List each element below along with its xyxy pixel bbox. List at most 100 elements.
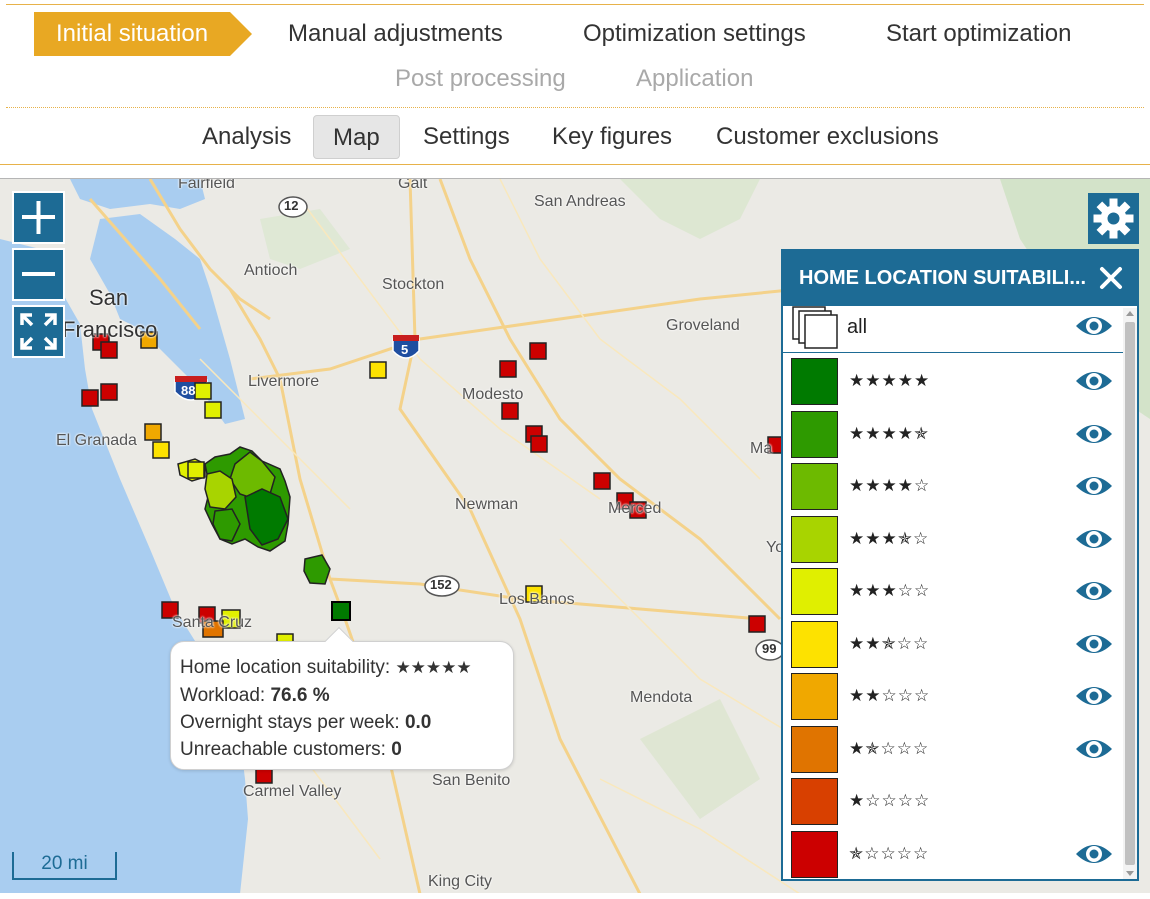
eye-icon[interactable] bbox=[1074, 630, 1114, 658]
map-label-fairfield: Fairfield bbox=[178, 178, 235, 192]
close-icon[interactable] bbox=[1097, 264, 1125, 292]
route-880-label: 88 bbox=[181, 383, 196, 398]
plus-icon bbox=[22, 201, 55, 234]
step-manual-adjustments[interactable]: Manual adjustments bbox=[288, 20, 503, 47]
map-label-ma: Ma bbox=[750, 440, 773, 457]
legend-stars: ★★★★★ bbox=[849, 371, 931, 391]
eye-icon[interactable] bbox=[1074, 735, 1114, 763]
steps-divider bbox=[6, 107, 1144, 108]
legend-row[interactable]: ★★☆☆☆ bbox=[783, 670, 1123, 722]
tab-customer-exclusions[interactable]: Customer exclusions bbox=[716, 123, 939, 150]
eye-icon[interactable] bbox=[1074, 367, 1114, 395]
workflow-steps: Initial situation Manual adjustments Opt… bbox=[0, 12, 1150, 102]
legend-all-row[interactable]: all bbox=[783, 306, 1123, 353]
step-post-processing: Post processing bbox=[395, 65, 566, 92]
map-label-antioch: Antioch bbox=[244, 262, 298, 279]
tooltip-overnight-row: Overnight stays per week: 0.0 bbox=[180, 709, 504, 736]
location-tooltip: Home location suitability: ★★★★★ Workloa… bbox=[170, 626, 514, 770]
legend-row[interactable]: ★✯☆☆☆ bbox=[783, 723, 1123, 775]
active-step-background bbox=[34, 12, 252, 56]
map-label-galt: Galt bbox=[398, 178, 428, 192]
map-label-san-andreas: San Andreas bbox=[534, 193, 626, 210]
map-settings-button[interactable] bbox=[1088, 193, 1139, 244]
route-5-shield bbox=[392, 335, 420, 359]
legend-row[interactable]: ★☆☆☆☆ bbox=[783, 775, 1123, 827]
eye-icon[interactable] bbox=[1074, 420, 1114, 448]
zoom-in-button[interactable] bbox=[12, 191, 65, 244]
zoom-out-button[interactable] bbox=[12, 248, 65, 301]
map-label-newman: Newman bbox=[455, 496, 519, 513]
route-152-shield bbox=[424, 575, 460, 597]
legend-stars: ★★☆☆☆ bbox=[849, 686, 931, 706]
legend-color-swatch bbox=[791, 568, 838, 615]
fullscreen-icon bbox=[20, 313, 57, 350]
territory-cluster bbox=[177, 446, 331, 585]
tooltip-suitability-label: Home location suitability: bbox=[180, 657, 391, 678]
step-application: Application bbox=[636, 65, 754, 92]
eye-icon[interactable] bbox=[1074, 472, 1114, 500]
map-label-san: San bbox=[89, 285, 129, 310]
map-base bbox=[0, 179, 1150, 893]
step-optimization-settings[interactable]: Optimization settings bbox=[583, 20, 806, 47]
tooltip-unreachable-row: Unreachable customers: 0 bbox=[180, 736, 504, 763]
park-area-2 bbox=[640, 699, 760, 819]
map-label-stockton: Stockton bbox=[382, 276, 445, 293]
tab-settings[interactable]: Settings bbox=[423, 123, 510, 150]
tooltip-unreachable-value: 0 bbox=[391, 739, 402, 760]
eye-icon[interactable] bbox=[1074, 525, 1114, 553]
top-border bbox=[6, 4, 1144, 5]
map-label-livermore: Livermore bbox=[248, 373, 320, 390]
tab-map[interactable]: Map bbox=[313, 115, 400, 159]
tab-analysis[interactable]: Analysis bbox=[202, 123, 292, 150]
minus-icon bbox=[22, 272, 55, 276]
legend-stars: ★★★★✯ bbox=[849, 423, 930, 444]
step-start-optimization[interactable]: Start optimization bbox=[886, 20, 1072, 47]
legend-stars: ★★★★☆ bbox=[849, 476, 931, 496]
map-label-el-granada: El Granada bbox=[56, 432, 137, 449]
legend-row[interactable]: ★★★★☆ bbox=[783, 460, 1123, 512]
legend-stars: ✯☆☆☆☆ bbox=[849, 843, 930, 864]
legend-color-swatch bbox=[791, 463, 838, 510]
legend-scrollbar[interactable] bbox=[1123, 308, 1137, 879]
highway-152 bbox=[329, 577, 761, 621]
legend-stars: ★★★☆☆ bbox=[849, 581, 931, 601]
scroll-down-icon[interactable] bbox=[1126, 869, 1134, 877]
legend-row[interactable]: ★★★☆☆ bbox=[783, 565, 1123, 617]
map-label-carmel-valley: Carmel Valley bbox=[243, 783, 342, 800]
location-markers bbox=[81, 331, 785, 784]
legend-stars: ★✯☆☆☆ bbox=[849, 738, 930, 759]
legend-all-label: all bbox=[847, 316, 868, 338]
eye-icon[interactable] bbox=[1074, 682, 1114, 710]
tooltip-workload-value: 76.6 % bbox=[270, 685, 330, 706]
step-initial-situation[interactable]: Initial situation bbox=[56, 20, 209, 47]
tooltip-workload-row: Workload: 76.6 % bbox=[180, 682, 504, 709]
eye-icon[interactable] bbox=[1074, 840, 1114, 868]
legend-color-swatch bbox=[791, 725, 838, 773]
map-label-king-city: King City bbox=[428, 873, 493, 890]
tab-key-figures[interactable]: Key figures bbox=[552, 123, 673, 150]
map-label-los-banos: Los Banos bbox=[499, 591, 575, 608]
tooltip-suitability-stars: ★★★★★ bbox=[395, 658, 472, 678]
route-12-shield bbox=[278, 196, 308, 218]
legend-row[interactable]: ★★★✯☆ bbox=[783, 513, 1123, 565]
map-label-modesto: Modesto bbox=[462, 386, 524, 403]
legend-row[interactable]: ★★✯☆☆ bbox=[783, 618, 1123, 670]
route-152-label: 152 bbox=[430, 577, 452, 592]
legend-title: HOME LOCATION SUITABILI... bbox=[799, 267, 1087, 289]
legend-color-swatch bbox=[791, 673, 838, 720]
map-view[interactable]: Fairfield Galt San Andreas Antioch Stock… bbox=[0, 178, 1150, 893]
scrollbar-thumb[interactable] bbox=[1125, 322, 1135, 865]
highway-fairfield bbox=[88, 198, 202, 330]
fullscreen-button[interactable] bbox=[12, 305, 65, 358]
legend-header: HOME LOCATION SUITABILI... bbox=[783, 251, 1137, 306]
eye-icon[interactable] bbox=[1074, 312, 1114, 340]
eye-icon[interactable] bbox=[1074, 577, 1114, 605]
legend-row[interactable]: ★★★★★ bbox=[783, 355, 1123, 407]
route-12-label: 12 bbox=[284, 198, 299, 213]
view-tabs: Analysis Map Settings Key figures Custom… bbox=[0, 115, 1150, 159]
legend-row[interactable]: ✯☆☆☆☆ bbox=[783, 828, 1123, 880]
highway-99 bbox=[438, 179, 782, 621]
legend-color-swatch bbox=[791, 358, 838, 405]
legend-row[interactable]: ★★★★✯ bbox=[783, 408, 1123, 460]
scroll-up-icon[interactable] bbox=[1126, 310, 1134, 318]
